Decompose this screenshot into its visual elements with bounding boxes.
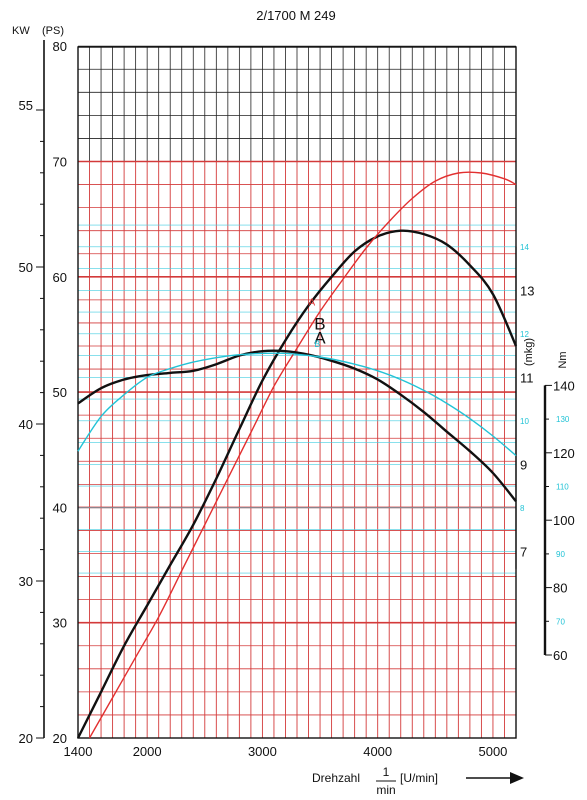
mkg-minor-tick-label: 12 [520, 330, 529, 339]
mkg-tick-label: 7 [520, 544, 527, 559]
chart-title: 2/1700 M 249 [256, 8, 336, 23]
x-tick-label: 3000 [248, 744, 277, 759]
nm-tick-label: 120 [553, 446, 575, 461]
nm-tick-label: 140 [553, 378, 575, 393]
mkg-minor-tick-label: 8 [520, 504, 525, 513]
mkg-minor-tick-label: 10 [520, 417, 529, 426]
x-unit-denominator: min [376, 783, 395, 797]
chart-grid [77, 45, 517, 739]
ps-tick-label: 80 [53, 39, 67, 54]
x-tick-label: 1400 [64, 744, 93, 759]
ps-tick-label: 50 [53, 385, 67, 400]
mkg-tick-label: 9 [520, 457, 527, 472]
x-unit-bracket: [U/min] [400, 771, 438, 785]
ps-tick-label: 60 [53, 270, 67, 285]
nm-minor-tick-label: 70 [556, 617, 565, 626]
curve-label-b: B [314, 339, 320, 349]
kw-tick-label: 55 [19, 98, 33, 113]
mkg-tick-label: 13 [520, 283, 534, 298]
chart-axes: 20 30 40 50 55 20 30 40 50 60 70 80 7 9 11 13 8 10 12 14 60 8… [19, 39, 575, 759]
nm-minor-tick-label: 90 [556, 550, 565, 559]
kw-tick-label: 40 [19, 417, 33, 432]
kw-tick-label: 20 [19, 731, 33, 746]
curve-label-b: B [314, 314, 325, 333]
series-line-2 [88, 171, 517, 739]
kw-unit-label: KW [12, 25, 30, 37]
series-line-4 [77, 352, 517, 457]
x-tick-label: 4000 [363, 744, 392, 759]
mkg-tick-label: 11 [520, 370, 534, 385]
ps-tick-label: 20 [53, 731, 67, 746]
x-axis-arrow [466, 772, 524, 784]
chart-labels: 2/1700 M 249 KW (PS) (mkg) Nm Drehzahl 1… [12, 8, 569, 797]
series-line-3 [77, 349, 517, 503]
nm-minor-tick-label: 110 [556, 483, 569, 492]
nm-tick-label: 60 [553, 648, 567, 663]
mkg-unit-label: (mkg) [523, 338, 535, 366]
kw-tick-label: 30 [19, 574, 33, 589]
x-axis-label: Drehzahl [312, 771, 360, 785]
series-line-1 [76, 229, 518, 739]
nm-unit-label: Nm [557, 351, 569, 368]
x-unit-numerator: 1 [383, 765, 390, 779]
ps-tick-label: 40 [53, 500, 67, 515]
curve-label-a: A [309, 298, 316, 309]
curve-label-a: A [314, 329, 326, 348]
kw-tick-label: 50 [19, 260, 33, 275]
ps-tick-label: 30 [53, 616, 67, 631]
mkg-minor-tick-label: 14 [520, 243, 529, 252]
chart-series [76, 171, 518, 739]
ps-unit-label: (PS) [42, 25, 64, 37]
x-tick-label: 2000 [133, 744, 162, 759]
nm-tick-label: 80 [553, 581, 567, 596]
nm-tick-label: 100 [553, 513, 575, 528]
ps-tick-label: 70 [53, 155, 67, 170]
x-tick-label: 5000 [478, 744, 507, 759]
nm-minor-tick-label: 130 [556, 415, 570, 424]
